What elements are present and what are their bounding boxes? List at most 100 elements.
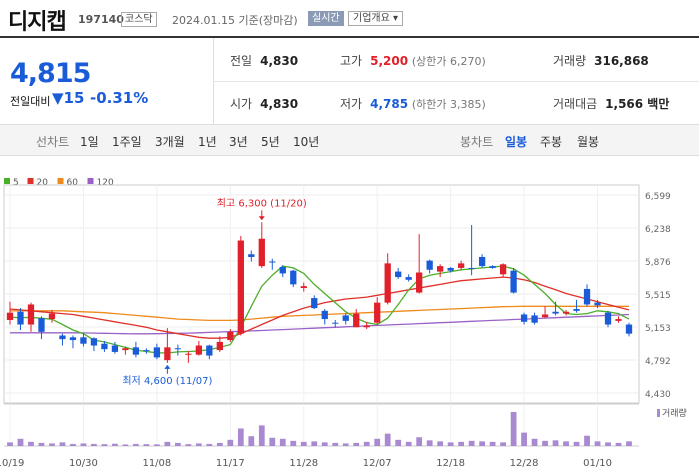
candle-body xyxy=(80,337,87,344)
candle-body xyxy=(216,341,223,351)
volume-bar xyxy=(321,442,328,446)
legend-label: 120 xyxy=(97,178,114,188)
candle-body xyxy=(185,353,192,355)
volume-bar xyxy=(363,441,370,446)
candle-body xyxy=(153,347,161,358)
candle-body xyxy=(300,286,307,289)
candle-body xyxy=(625,324,633,334)
candle-body xyxy=(489,266,496,268)
volume-bar xyxy=(458,441,465,446)
company-info-dropdown[interactable]: 기업개요 ▾ xyxy=(348,11,403,26)
period-10y[interactable]: 10년 xyxy=(293,135,320,149)
y-tick-label: 5,153 xyxy=(645,324,671,334)
candle-body xyxy=(237,240,244,334)
volume-bar xyxy=(594,441,601,446)
candle-body xyxy=(269,261,276,263)
candle-body xyxy=(342,315,349,321)
volume-bar xyxy=(395,439,402,446)
volume-bar xyxy=(59,442,66,446)
volume-bar xyxy=(300,441,307,446)
current-price: 4,815 xyxy=(10,58,91,89)
x-tick-label: 11/17 xyxy=(216,458,245,468)
candle-body xyxy=(311,298,318,309)
candle-body xyxy=(447,267,454,271)
volume-bar xyxy=(269,437,276,446)
stock-header: 디지캡 197140 코스닥 2024.01.15 기준(장마감) 실시간 기업… xyxy=(0,0,699,36)
volume-bar xyxy=(531,438,538,446)
volume-bar xyxy=(28,441,34,446)
candle-body xyxy=(478,256,486,267)
prev-close: 전일 4,830 xyxy=(230,54,299,68)
candle-body xyxy=(59,335,66,340)
candle-body xyxy=(363,325,370,328)
realtime-button[interactable]: 실시간 xyxy=(308,11,344,26)
x-tick-label: 10/19 xyxy=(0,458,24,468)
candle-body xyxy=(279,267,286,274)
period-3m[interactable]: 3개월 xyxy=(155,135,185,149)
volume-bar xyxy=(542,440,548,446)
open-price: 시가 4,830 xyxy=(230,97,299,111)
day-low: 저가 4,785 (하한가 3,385) xyxy=(340,97,486,111)
volume-bar xyxy=(38,442,45,446)
candle-body xyxy=(332,322,339,324)
volume-bar xyxy=(185,444,192,446)
candle-body xyxy=(520,314,528,322)
period-1d[interactable]: 1일 xyxy=(80,135,99,149)
volume-bar xyxy=(49,443,55,446)
candle-body xyxy=(457,263,465,268)
candle-body xyxy=(38,318,45,332)
candle-body xyxy=(374,302,381,323)
period-5y[interactable]: 5년 xyxy=(261,135,280,149)
ma20-line xyxy=(9,276,630,339)
volume-bar xyxy=(101,444,108,446)
candle-body xyxy=(174,348,182,350)
volume-bar xyxy=(258,425,265,446)
change-label: 전일대비 xyxy=(10,95,51,108)
volume-bar xyxy=(468,440,475,446)
legend-swatch xyxy=(27,178,34,184)
candle-body xyxy=(384,263,391,303)
legend-label: 60 xyxy=(67,178,79,188)
candle-body xyxy=(531,315,538,323)
y-tick-label: 4,430 xyxy=(645,390,671,400)
candle-monthly[interactable]: 월봉 xyxy=(577,135,600,149)
volume-bar xyxy=(563,441,569,446)
volume-bar xyxy=(615,442,622,446)
period-1w[interactable]: 1주일 xyxy=(112,135,142,149)
volume-bar xyxy=(227,439,234,446)
legend-swatch xyxy=(87,178,94,184)
quote-row-divider xyxy=(213,81,699,82)
candle-weekly[interactable]: 주봉 xyxy=(540,135,563,149)
volume-bar xyxy=(500,442,506,446)
volume-bar xyxy=(80,443,87,446)
volume-bar xyxy=(237,428,244,446)
volume-bar xyxy=(311,441,318,446)
ma5-line xyxy=(9,265,630,354)
price-chart[interactable]: 5 20 60 120 6,599 6,238 5,876 5,515 5,153 4,792 4,… xyxy=(0,168,699,468)
volume-bar xyxy=(164,441,171,446)
stock-name: 디지캡 xyxy=(8,10,67,35)
day-high: 고가 5,200 (상한가 6,270) xyxy=(340,54,486,68)
quote-date: 2024.01.15 기준(장마감) xyxy=(172,14,298,27)
candle-body xyxy=(195,345,202,355)
quote-panel: 4,815 전일대비 ▼15 -0.31% 전일 4,830 고가 5,200 (상… xyxy=(0,38,699,125)
candle-body xyxy=(248,254,255,257)
volume-bar xyxy=(405,441,412,446)
legend-swatch xyxy=(4,178,10,184)
volume-bar xyxy=(279,438,286,446)
line-chart-label: 선차트 xyxy=(36,135,70,149)
volume-bar xyxy=(153,444,160,446)
legend-label: 5 xyxy=(13,178,19,188)
candle-daily[interactable]: 일봉 xyxy=(505,135,528,149)
x-tick-label: 12/07 xyxy=(363,458,392,468)
candle-body xyxy=(206,345,213,356)
volume-bar xyxy=(206,443,213,446)
header-divider xyxy=(0,36,699,38)
period-3y[interactable]: 3년 xyxy=(229,135,248,149)
candle-body xyxy=(583,288,591,305)
period-1y[interactable]: 1년 xyxy=(198,135,217,149)
volume-bar xyxy=(626,441,632,446)
high-annotation: 최고 6,300 (11/20) xyxy=(217,197,307,209)
candle-body xyxy=(321,310,328,320)
period-toolbar: 선차트 1일 1주일 3개월 1년 3년 5년 10년 봉차트 일봉 주봉 월봉 xyxy=(0,125,699,156)
